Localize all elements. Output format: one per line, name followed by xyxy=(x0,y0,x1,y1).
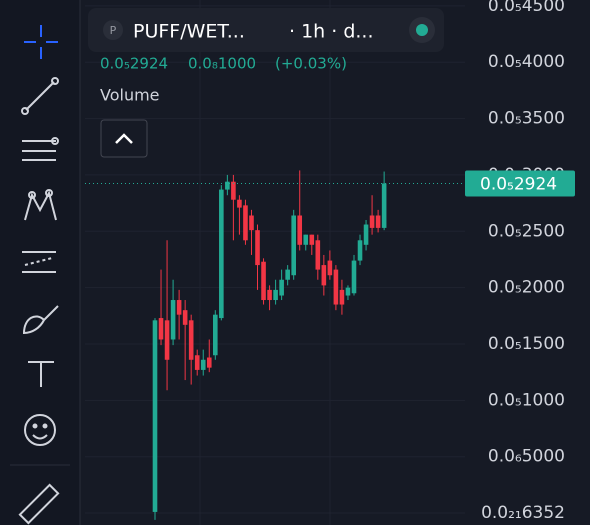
candle-body xyxy=(279,279,284,296)
candle-body xyxy=(182,310,188,325)
plot: 0.0₅45000.0₅40000.0₅35000.0₅30000.0₅2500… xyxy=(85,0,565,525)
y-tick-label: 0.0₅1500 xyxy=(488,334,565,354)
last-price-tag xyxy=(465,170,575,197)
candle-body xyxy=(309,234,315,245)
trendline-icon[interactable] xyxy=(21,77,59,115)
toolbar xyxy=(0,0,80,525)
candle-body xyxy=(297,215,303,245)
candle-body xyxy=(303,234,309,245)
candle-body xyxy=(206,357,212,368)
symbol-icon xyxy=(103,20,123,40)
legend-bar xyxy=(88,8,444,52)
y-tick-label: 0.0₅2000 xyxy=(488,278,565,298)
candle-body xyxy=(315,240,321,270)
y-tick-label: 0.0₅2500 xyxy=(488,221,565,241)
candle-body xyxy=(267,289,272,301)
candle-body xyxy=(327,260,333,276)
brush-icon[interactable] xyxy=(22,305,59,335)
candle-body xyxy=(170,300,176,340)
last-price: 0.0₅2924 xyxy=(100,55,168,73)
volume-label: Volume xyxy=(100,86,160,105)
candle-body xyxy=(200,359,206,370)
change-pct: (+0.03%) xyxy=(275,55,347,73)
candle-body xyxy=(369,215,375,228)
candle-body xyxy=(225,181,230,190)
candle-body xyxy=(375,215,381,228)
candle-body xyxy=(261,261,266,301)
toolbar-icons xyxy=(10,25,70,525)
candle-body xyxy=(321,265,327,286)
fib-icon[interactable] xyxy=(22,137,59,161)
candle-body xyxy=(291,215,296,276)
pattern-icon[interactable] xyxy=(24,189,57,221)
symbol-name[interactable]: PUFF/WET... xyxy=(133,21,245,43)
candle-body xyxy=(351,260,357,294)
candle-body xyxy=(345,287,351,296)
change: 0.0₈1000 xyxy=(188,55,256,73)
candle-body xyxy=(231,181,236,200)
collapse-button[interactable] xyxy=(100,119,148,158)
prediction-icon[interactable] xyxy=(22,251,56,273)
last-price-tag-label: 0.0₅2924 xyxy=(480,174,557,194)
candle-body xyxy=(188,320,194,360)
candle-body xyxy=(176,300,182,315)
candle-body xyxy=(219,189,224,319)
status-dot xyxy=(416,24,428,36)
y-tick-label: 0.0₆5000 xyxy=(488,447,565,467)
emoji-icon[interactable] xyxy=(24,414,56,446)
ruler-icon[interactable] xyxy=(18,483,60,525)
y-tick-label: 0.0₂₁6352 xyxy=(481,503,565,523)
y-tick-label: 0.0₅1000 xyxy=(488,390,565,410)
candle-body xyxy=(357,240,363,261)
y-tick-label: 0.0₅3500 xyxy=(488,109,565,129)
candle-body xyxy=(194,355,200,370)
candle-body xyxy=(285,269,290,280)
candle-body xyxy=(363,224,369,245)
crosshair-icon[interactable] xyxy=(24,25,58,59)
candle-body xyxy=(339,289,345,305)
symbol-icon-letter: P xyxy=(110,24,117,37)
candle-body xyxy=(152,320,158,512)
text-icon[interactable] xyxy=(28,361,54,387)
candle-body xyxy=(381,183,387,228)
interval[interactable]: · 1h · d... xyxy=(289,21,374,43)
candle-body xyxy=(249,215,254,231)
candle-body xyxy=(273,289,278,301)
candle-body xyxy=(255,230,260,266)
candle-body xyxy=(164,320,170,360)
candle-body xyxy=(333,269,339,305)
candle-body xyxy=(213,314,218,356)
candle-body xyxy=(243,205,248,241)
candle-body xyxy=(158,318,164,340)
candle-body xyxy=(237,199,242,208)
chevron-up xyxy=(115,133,133,144)
y-tick-label: 0.0₅4000 xyxy=(488,52,565,72)
y-tick-label: 0.0₅4500 xyxy=(488,0,565,16)
